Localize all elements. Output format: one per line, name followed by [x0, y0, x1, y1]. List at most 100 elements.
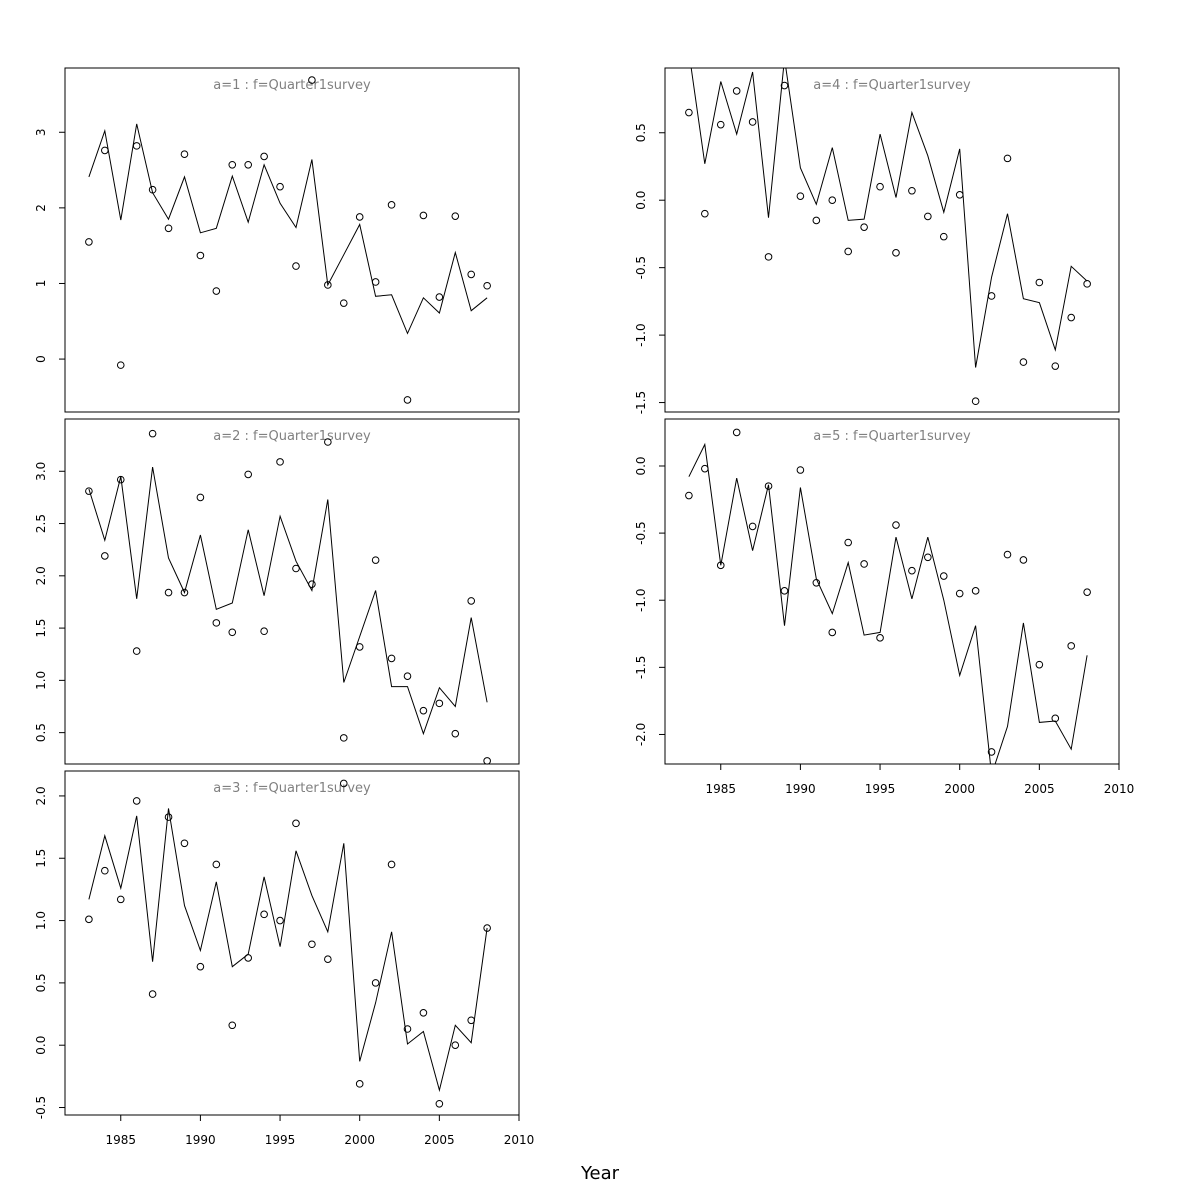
- observed-point: [148, 185, 157, 194]
- observed-point: [308, 580, 316, 588]
- observed-point: [228, 160, 237, 169]
- x-tick-label: 2005: [1024, 782, 1055, 796]
- x-tick-label: 2010: [1104, 782, 1135, 796]
- x-axis-label: Year: [580, 1163, 620, 1184]
- y-tick-label: 1.0: [34, 911, 48, 930]
- observed-point: [748, 522, 757, 531]
- observed-point: [308, 940, 316, 949]
- fitted-line: [88, 808, 488, 1093]
- observed-point: [132, 142, 141, 150]
- x-tick-label: 1990: [185, 1133, 216, 1147]
- observed-point: [116, 475, 125, 484]
- observed-point: [451, 212, 460, 220]
- panel-frame: [664, 67, 1120, 413]
- observed-point: [716, 561, 725, 570]
- x-tick-label: 2000: [944, 782, 975, 796]
- observed-point: [1083, 588, 1091, 596]
- y-tick-label: 1.5: [34, 849, 48, 868]
- observed-point: [324, 281, 332, 289]
- panel-strip-label: a=2 : f=Quarter1survey: [213, 429, 371, 444]
- observed-point: [1051, 362, 1060, 370]
- panel-frame: [64, 67, 520, 413]
- observed-point: [101, 146, 109, 155]
- y-tick-label: 0.5: [34, 973, 48, 992]
- observed-point: [924, 212, 932, 221]
- observed-point: [1083, 280, 1091, 288]
- observed-point: [467, 597, 476, 605]
- y-tick-label: 0.0: [34, 1036, 48, 1055]
- y-tick-label: -1.0: [634, 589, 648, 612]
- observed-point: [419, 1008, 428, 1017]
- y-tick-label: 2.5: [34, 514, 48, 533]
- observed-point: [939, 572, 948, 580]
- observed-point: [876, 182, 884, 191]
- observed-point: [403, 1025, 412, 1033]
- y-tick-label: 3: [34, 128, 48, 136]
- observed-point: [828, 196, 837, 205]
- observed-point: [924, 553, 932, 562]
- observed-point: [483, 757, 491, 765]
- observed-point: [467, 270, 476, 279]
- observed-point: [196, 251, 205, 260]
- y-tick-label: 0.0: [634, 456, 648, 475]
- observed-point: [483, 924, 491, 932]
- observed-point: [292, 564, 300, 573]
- observed-point: [212, 619, 221, 627]
- panel-a2: a=2 : f=Quarter1survey 0.5 1.0 1.5 2.0 2.5 3.0: [34, 418, 520, 765]
- observed-point: [419, 211, 428, 220]
- x-tick-label: 2005: [424, 1133, 455, 1147]
- observed-point: [685, 108, 693, 117]
- observed-point: [276, 182, 284, 191]
- observed-point: [685, 491, 693, 500]
- observed-point: [939, 232, 948, 241]
- observed-point: [1067, 313, 1076, 322]
- observed-point: [701, 464, 709, 473]
- observed-point: [716, 120, 725, 129]
- y-tick-label: 0: [34, 355, 48, 363]
- observed-point: [403, 396, 412, 404]
- observed-point: [860, 560, 868, 568]
- observed-point: [148, 990, 157, 998]
- observed-point: [339, 779, 348, 788]
- panel-strip-label: a=5 : f=Quarter1survey: [813, 429, 971, 444]
- panel-a3: a=3 : f=Quarter1survey -0.5 0.0 0.5 1.0 1.5 2.…: [34, 770, 534, 1147]
- observed-point: [244, 954, 252, 962]
- observed-point: [748, 118, 757, 126]
- observed-point: [339, 299, 348, 307]
- observed-point: [196, 493, 205, 502]
- observed-point: [292, 819, 300, 828]
- observed-point: [908, 186, 916, 195]
- observed-point: [876, 634, 884, 642]
- observed-point: [1035, 660, 1044, 669]
- observed-point: [101, 866, 109, 875]
- observed-point: [355, 213, 364, 221]
- observed-point: [212, 287, 221, 295]
- observed-point: [180, 839, 189, 848]
- observed-point: [260, 627, 268, 636]
- y-tick-label: -1.0: [634, 323, 648, 346]
- y-tick-label: 0.5: [34, 723, 48, 742]
- fitted-line: [690, 68, 1088, 368]
- x-tick-label: 1995: [265, 1133, 296, 1147]
- observed-point: [987, 292, 996, 300]
- observed-point: [1067, 642, 1076, 650]
- observed-point: [292, 262, 300, 270]
- observed-point: [85, 915, 93, 924]
- observed-point: [467, 1016, 476, 1025]
- observed-point: [844, 538, 852, 547]
- observed-point: [1051, 714, 1060, 723]
- y-tick-label: -2.0: [634, 723, 648, 746]
- observed-point: [483, 281, 491, 290]
- observed-point: [180, 150, 189, 158]
- observed-point: [387, 860, 396, 869]
- observed-point: [812, 578, 821, 587]
- panel-frame: [64, 770, 520, 1116]
- panel-strip-label: a=1 : f=Quarter1survey: [213, 78, 371, 93]
- observed-point: [276, 458, 284, 466]
- observed-point: [828, 628, 837, 637]
- x-tick-label: 2000: [344, 1133, 375, 1147]
- y-tick-label: -1.5: [634, 391, 648, 414]
- observed-point: [1003, 154, 1012, 163]
- y-tick-label: 3.0: [34, 462, 48, 481]
